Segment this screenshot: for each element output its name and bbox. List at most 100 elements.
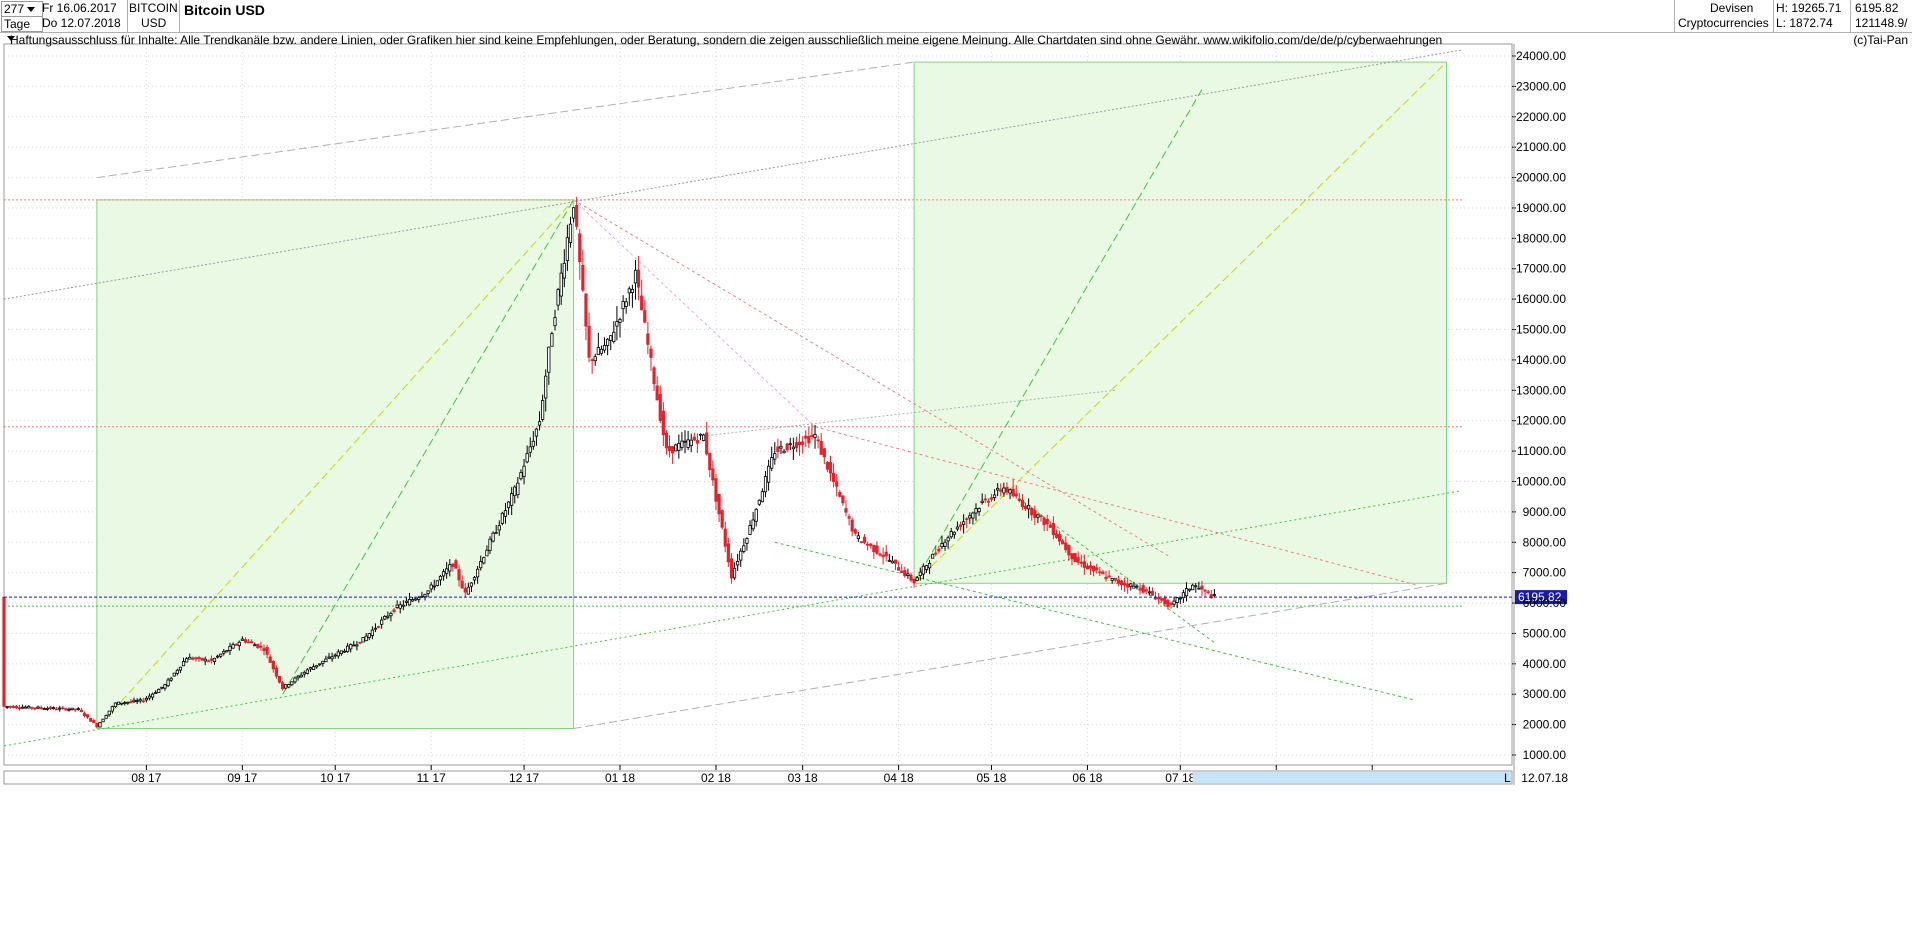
candle-body	[1194, 585, 1198, 588]
candle-body	[584, 293, 588, 327]
candle-body	[1113, 577, 1117, 581]
candle-body	[1092, 566, 1096, 572]
candle-body	[411, 599, 415, 602]
candle-body	[689, 439, 693, 447]
candle-body	[89, 717, 93, 722]
candle-body	[726, 543, 730, 563]
candle-body	[671, 446, 675, 454]
candle-body	[720, 510, 724, 528]
candle-body	[324, 658, 328, 663]
y-tick-label: 18000.00	[1516, 231, 1566, 245]
candle-body	[315, 665, 319, 668]
candle-body	[893, 559, 898, 564]
y-tick-label: 23000.00	[1516, 79, 1566, 93]
candle-body	[745, 538, 749, 544]
candle-body	[194, 657, 198, 660]
candle-body	[1110, 578, 1114, 581]
low-value: L: 1872.74	[1776, 16, 1833, 30]
candle-body	[903, 570, 907, 577]
trend-line-green-low-2	[1003, 487, 1215, 643]
candle-body	[1126, 583, 1130, 588]
candle-body	[58, 707, 62, 710]
candle-body	[398, 604, 402, 609]
candle-body	[602, 344, 607, 351]
candle-body	[1042, 517, 1046, 526]
y-tick-label: 13000.00	[1516, 383, 1566, 397]
candle-body	[476, 568, 480, 578]
candle-body	[859, 541, 864, 544]
candle-body	[1141, 585, 1145, 593]
candle-body	[1104, 576, 1108, 580]
x-tick-label: 09 17	[227, 771, 257, 785]
candle-body	[695, 440, 700, 444]
candle-body	[804, 435, 808, 439]
candle-body	[599, 348, 604, 354]
candle-body	[76, 708, 80, 711]
candle-body	[1036, 514, 1040, 518]
candle-body	[841, 495, 845, 504]
candle-body	[1144, 589, 1148, 592]
candle-body	[1160, 598, 1164, 601]
candle-body	[321, 660, 325, 664]
candle-body	[51, 707, 56, 710]
candle-body	[714, 478, 718, 502]
candle-body	[185, 658, 189, 663]
x-tick-label: 06 18	[1072, 771, 1102, 785]
candle-body	[701, 434, 706, 441]
candle-body	[838, 491, 842, 497]
chevron-down-icon	[27, 7, 36, 13]
bar-count-dropdown[interactable]: 277	[1, 1, 43, 17]
candle-body	[20, 706, 25, 709]
candle-body	[287, 684, 291, 688]
candle-body	[389, 612, 393, 617]
candle-body	[1070, 553, 1074, 560]
candle-body	[931, 553, 935, 559]
candle-body	[958, 524, 963, 528]
candle-body	[104, 715, 108, 719]
candle-body	[61, 707, 65, 710]
candle-body	[429, 584, 433, 590]
candle-body	[231, 644, 235, 649]
candle-body	[92, 720, 96, 724]
category-line2: Cryptocurrencies	[1678, 16, 1769, 30]
candle-body	[565, 237, 569, 261]
candle-body	[169, 677, 173, 681]
candle-body	[878, 553, 882, 556]
candle-body	[621, 301, 625, 310]
candle-body	[711, 468, 715, 481]
candle-body	[1166, 600, 1170, 608]
candle-body	[980, 500, 984, 503]
candle-body	[757, 499, 761, 505]
candle-body	[5, 706, 9, 708]
candle-body	[522, 465, 526, 477]
candle-body	[212, 657, 217, 662]
candle-body	[1002, 487, 1006, 494]
candle-body	[82, 712, 87, 717]
candle-body	[336, 651, 340, 657]
period-dropdown[interactable]: Tage	[1, 16, 43, 42]
candle-body	[770, 457, 774, 469]
candle-body	[782, 450, 786, 454]
candle-body	[79, 709, 83, 712]
candle-body	[17, 707, 22, 709]
candle-body	[667, 446, 672, 451]
candle-body	[150, 693, 155, 698]
y-tick-label: 4000.00	[1523, 657, 1567, 671]
candle-body	[862, 536, 867, 543]
candle-body	[581, 264, 585, 291]
candle-body	[8, 705, 12, 708]
candle-body	[1197, 587, 1201, 590]
candle-body	[352, 644, 356, 647]
candle-body	[705, 432, 709, 455]
candle-body	[423, 593, 427, 597]
y-tick-label: 20000.00	[1516, 171, 1566, 185]
candle-body	[181, 661, 186, 667]
x-tick-label: 05 18	[976, 771, 1006, 785]
candle-body	[828, 462, 833, 474]
candle-body	[318, 663, 322, 666]
candle-body	[392, 609, 396, 612]
candle-body	[14, 705, 18, 709]
candle-body	[1064, 542, 1068, 551]
candle-body	[215, 655, 220, 658]
